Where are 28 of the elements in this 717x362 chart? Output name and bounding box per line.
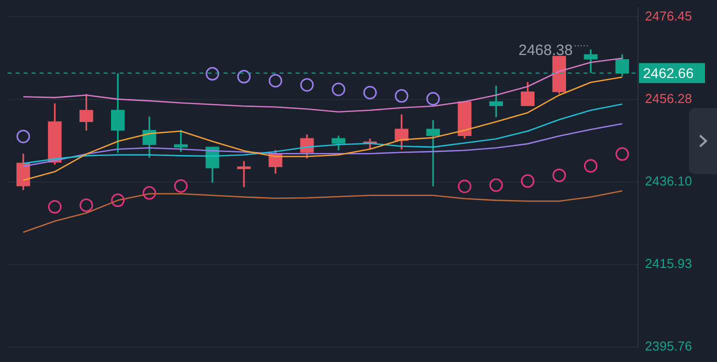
point (206, 67, 220, 81)
ref-line-label: 2462.66 (643, 65, 694, 82)
point (268, 74, 282, 88)
point (111, 194, 125, 208)
point (48, 200, 62, 214)
y-tick-label: 2476.45 (645, 8, 692, 24)
point (332, 82, 346, 96)
point (584, 159, 598, 173)
point (520, 174, 534, 188)
point (552, 168, 566, 182)
y-tick-label: 2456.28 (645, 90, 692, 106)
annotation: 2468.38 (518, 42, 573, 59)
point (16, 130, 30, 144)
point (300, 78, 314, 92)
point (142, 186, 156, 200)
point (489, 178, 503, 192)
point (394, 89, 408, 103)
point (458, 180, 472, 194)
point (237, 70, 251, 84)
point (426, 92, 440, 106)
point (80, 198, 94, 212)
candlestick (237, 161, 251, 188)
y-tick-label: 2415.93 (645, 256, 692, 272)
y-tick-label: 2436.10 (645, 173, 692, 188)
point (615, 147, 629, 161)
y-tick-label: 2395.76 (645, 338, 692, 354)
point (363, 86, 377, 100)
point (174, 179, 188, 193)
